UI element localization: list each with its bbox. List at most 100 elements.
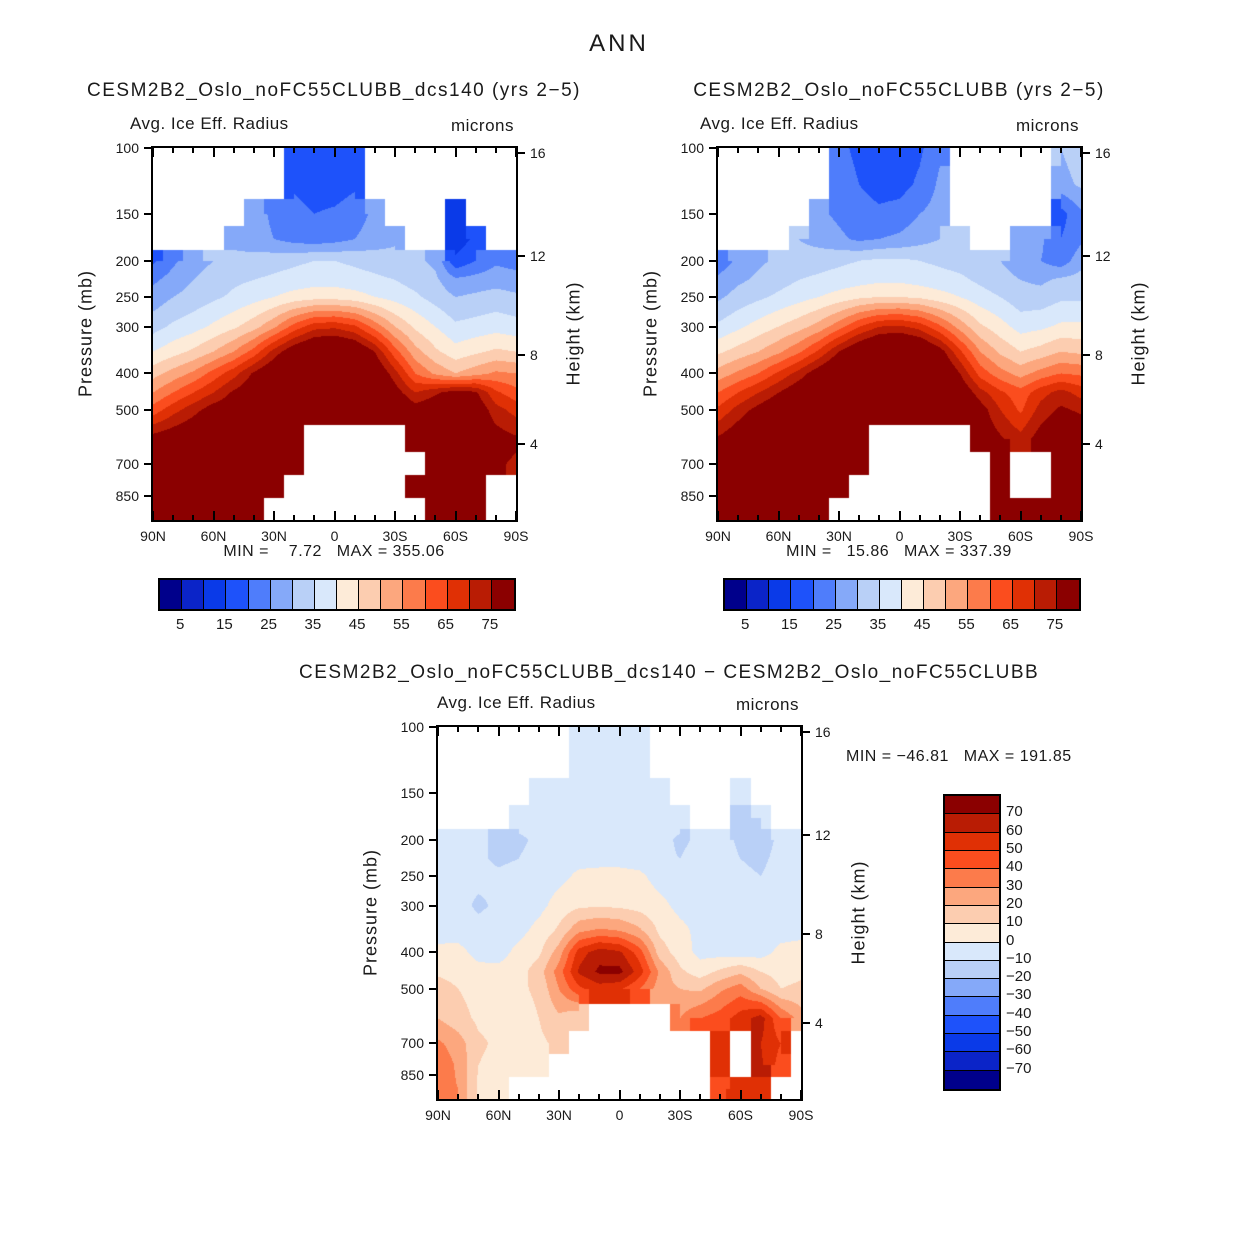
axis-tick [959,511,961,520]
axis-tick [1081,254,1090,257]
height-tick-label: 12 [815,826,831,843]
axis-tick [537,1094,540,1099]
axis-tick [429,987,438,990]
colorbar-cell [813,580,836,609]
colorbar-cell [945,942,999,961]
colorbar-cell [945,997,999,1016]
axis-tick [516,442,525,445]
axis-tick [717,511,719,520]
lat-tick-label: 0 [615,1107,624,1123]
colorbar-cell [968,580,991,609]
axis-tick [232,515,235,520]
pressure-tick-label: 850 [680,488,704,505]
axis-tick [709,372,718,375]
lat-tick-label: 30N [261,528,287,544]
axis-tick [1059,148,1062,153]
axis-tick [878,148,881,153]
axis-tick [999,515,1002,520]
colorbar-cell [879,580,902,609]
axis-tick [429,904,438,907]
height-axis-label: Height (km) [848,860,869,965]
pressure-tick-label: 200 [115,252,139,269]
axis-tick [394,148,396,157]
colorbar-cell [337,580,360,609]
colorbar-cell [314,580,337,609]
pressure-tick-label: 200 [680,252,704,269]
axis-tick [759,1094,762,1099]
axis-tick [212,511,215,520]
panel-left-title: CESM2B2_Oslo_noFC55CLUBB_dcs140 (yrs 2−5… [87,80,581,101]
lat-tick-label: 90S [503,528,529,544]
axis-tick [838,511,840,520]
panel-right-units-label: microns [1015,116,1079,135]
colorbar [943,794,1001,1091]
axis-tick [578,1094,581,1099]
axis-tick [797,515,800,520]
axis-tick [709,296,718,298]
axis-tick [638,727,641,732]
axis-tick [434,148,437,153]
colorbar-cell [945,850,999,870]
axis-tick [474,515,477,520]
axis-tick [429,1042,438,1045]
axis-tick [144,147,153,149]
axis-tick [918,148,921,153]
figure-title: ANN [589,30,649,57]
lat-tick-label: 60N [200,528,227,544]
colorbar-tick-label: 0 [1006,931,1015,949]
axis-tick [313,148,316,153]
axis-tick [558,1090,560,1099]
colorbar-cell [902,580,925,609]
axis-tick [172,515,175,520]
colorbar-cell [945,814,999,833]
axis-tick [858,148,861,153]
colorbar-cell [292,580,315,609]
axis-tick [709,463,718,466]
axis-tick [414,148,417,153]
axis-tick [293,148,296,153]
axis-tick [739,727,742,736]
lat-tick-label: 90S [788,1107,814,1123]
axis-tick [777,511,780,520]
colorbar-tick-label: 55 [393,616,410,633]
lat-tick-label: 60S [1008,528,1033,544]
lat-tick-label: 30S [667,1107,693,1123]
pressure-tick-label: 500 [400,980,424,997]
axis-tick [709,147,718,149]
colorbar-cell [835,580,858,609]
panel-right-field-label: Avg. Ice Eff. Radius [700,114,859,133]
axis-tick [801,833,810,836]
colorbar-tick-label: 25 [825,616,842,633]
pressure-tick-label: 700 [115,456,139,473]
colorbar-cell [204,580,227,609]
axis-tick [817,515,820,520]
axis-tick [494,148,497,153]
axis-tick [232,148,235,153]
axis-tick [779,727,782,732]
axis-tick [878,515,881,520]
axis-tick [938,148,941,153]
axis-tick [212,148,215,157]
axis-tick [709,495,718,498]
height-axis-label: Height (km) [563,281,584,386]
lat-tick-label: 60N [485,1107,512,1123]
colorbar-tick-label: −10 [1006,949,1032,967]
axis-tick [373,515,376,520]
axis-tick [938,515,941,520]
axis-tick [497,1090,500,1099]
axis-tick [192,148,195,153]
lat-tick-label: 90N [705,528,731,544]
pressure-tick-label: 150 [400,784,424,801]
axis-tick [838,148,840,157]
axis-tick [437,727,439,736]
colorbar-tick-label: 25 [260,616,277,633]
colorbar-tick-label: 45 [913,616,931,633]
contour-canvas [718,148,1081,520]
pressure-tick-label: 250 [680,289,704,305]
axis-tick [516,254,525,257]
axis-tick [1019,148,1022,157]
axis-tick [757,148,760,153]
axis-tick [699,727,702,732]
axis-tick [429,1074,438,1077]
pressure-tick-label: 850 [400,1067,424,1084]
